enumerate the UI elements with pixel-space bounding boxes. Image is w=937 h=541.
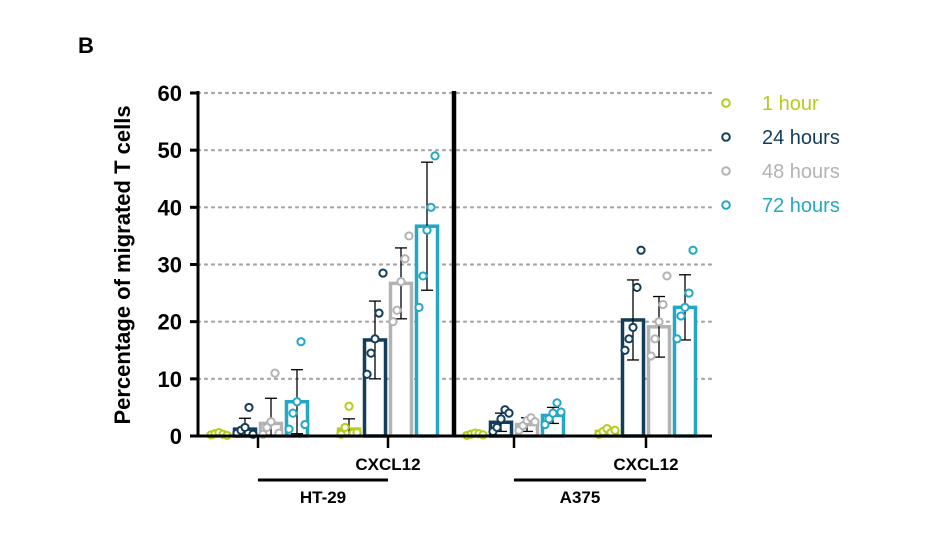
data-point bbox=[530, 417, 540, 427]
legend: 1 hour 24 hours 48 hours 72 hours bbox=[721, 93, 840, 217]
data-point bbox=[404, 231, 414, 241]
y-tick-label: 20 bbox=[158, 310, 182, 335]
data-point bbox=[396, 277, 406, 287]
cell-line-label: A375 bbox=[560, 488, 601, 507]
legend-marker bbox=[721, 166, 731, 176]
y-tick-label: 0 bbox=[170, 424, 182, 449]
data-point bbox=[370, 334, 380, 344]
data-point bbox=[414, 302, 424, 312]
legend-label: 72 hours bbox=[762, 195, 840, 217]
data-point bbox=[646, 351, 656, 361]
data-point bbox=[270, 368, 280, 378]
axes-layer: 0 10 20 30 40 50 60 bbox=[158, 81, 712, 449]
legend-label: 24 hours bbox=[762, 127, 840, 149]
data-point bbox=[422, 225, 432, 235]
data-point bbox=[426, 202, 436, 212]
y-tick-label: 60 bbox=[158, 81, 182, 106]
bar-group-ht-29 bbox=[206, 337, 310, 441]
data-point bbox=[362, 369, 372, 379]
data-point bbox=[296, 337, 306, 347]
data-point bbox=[366, 348, 376, 358]
data-point bbox=[266, 417, 276, 427]
y-tick-label: 10 bbox=[158, 367, 182, 392]
data-point bbox=[504, 408, 514, 418]
data-point bbox=[552, 398, 562, 408]
data-point bbox=[680, 302, 690, 312]
condition-label: CXCL12 bbox=[613, 455, 678, 474]
data-point bbox=[620, 345, 630, 355]
data-point bbox=[610, 425, 620, 435]
bar-group-a375-cxcl12 bbox=[594, 245, 698, 439]
data-point bbox=[636, 245, 646, 255]
data-point bbox=[496, 414, 506, 424]
data-point bbox=[632, 282, 642, 292]
data-point bbox=[492, 422, 502, 433]
data-point bbox=[684, 288, 694, 298]
data-point bbox=[418, 271, 428, 281]
data-point bbox=[292, 397, 302, 407]
y-tick-label: 30 bbox=[158, 253, 182, 278]
legend-marker bbox=[721, 98, 731, 108]
data-point bbox=[240, 422, 250, 433]
y-tick-label: 50 bbox=[158, 138, 182, 163]
data-point bbox=[672, 334, 682, 344]
bar-group-a375 bbox=[462, 398, 566, 441]
data-point bbox=[628, 322, 638, 332]
y-tick-label: 40 bbox=[158, 195, 182, 220]
data-point bbox=[340, 422, 350, 433]
data-point bbox=[624, 334, 634, 344]
legend-label: 48 hours bbox=[762, 161, 840, 183]
data-point bbox=[556, 407, 566, 417]
legend-marker bbox=[721, 200, 731, 210]
data-point bbox=[374, 308, 384, 318]
data-point bbox=[654, 317, 664, 327]
data-point bbox=[548, 408, 558, 418]
y-axis-label: Percentage of migrated T cells bbox=[110, 105, 135, 424]
data-point bbox=[688, 245, 698, 255]
panel-label: B bbox=[78, 33, 94, 58]
x-group-labels: CXCL12 HT-29 CXCL12 A375 bbox=[256, 436, 679, 507]
bar-group-ht-29-cxcl12 bbox=[336, 151, 440, 439]
data-point bbox=[400, 254, 410, 264]
data-point bbox=[676, 311, 686, 321]
data-point bbox=[284, 424, 294, 434]
data-point bbox=[300, 419, 310, 430]
data-point bbox=[288, 408, 298, 418]
data-point bbox=[392, 305, 402, 315]
data-point bbox=[388, 317, 398, 327]
data-point bbox=[344, 401, 354, 411]
condition-label: CXCL12 bbox=[355, 455, 420, 474]
legend-label: 1 hour bbox=[762, 93, 819, 115]
data-point bbox=[658, 299, 668, 310]
data-point bbox=[430, 151, 440, 161]
data-point bbox=[662, 271, 672, 281]
data-point bbox=[244, 402, 254, 413]
legend-marker bbox=[721, 132, 731, 142]
data-point bbox=[378, 268, 388, 278]
data-point bbox=[650, 334, 660, 344]
cell-line-label: HT-29 bbox=[300, 488, 346, 507]
